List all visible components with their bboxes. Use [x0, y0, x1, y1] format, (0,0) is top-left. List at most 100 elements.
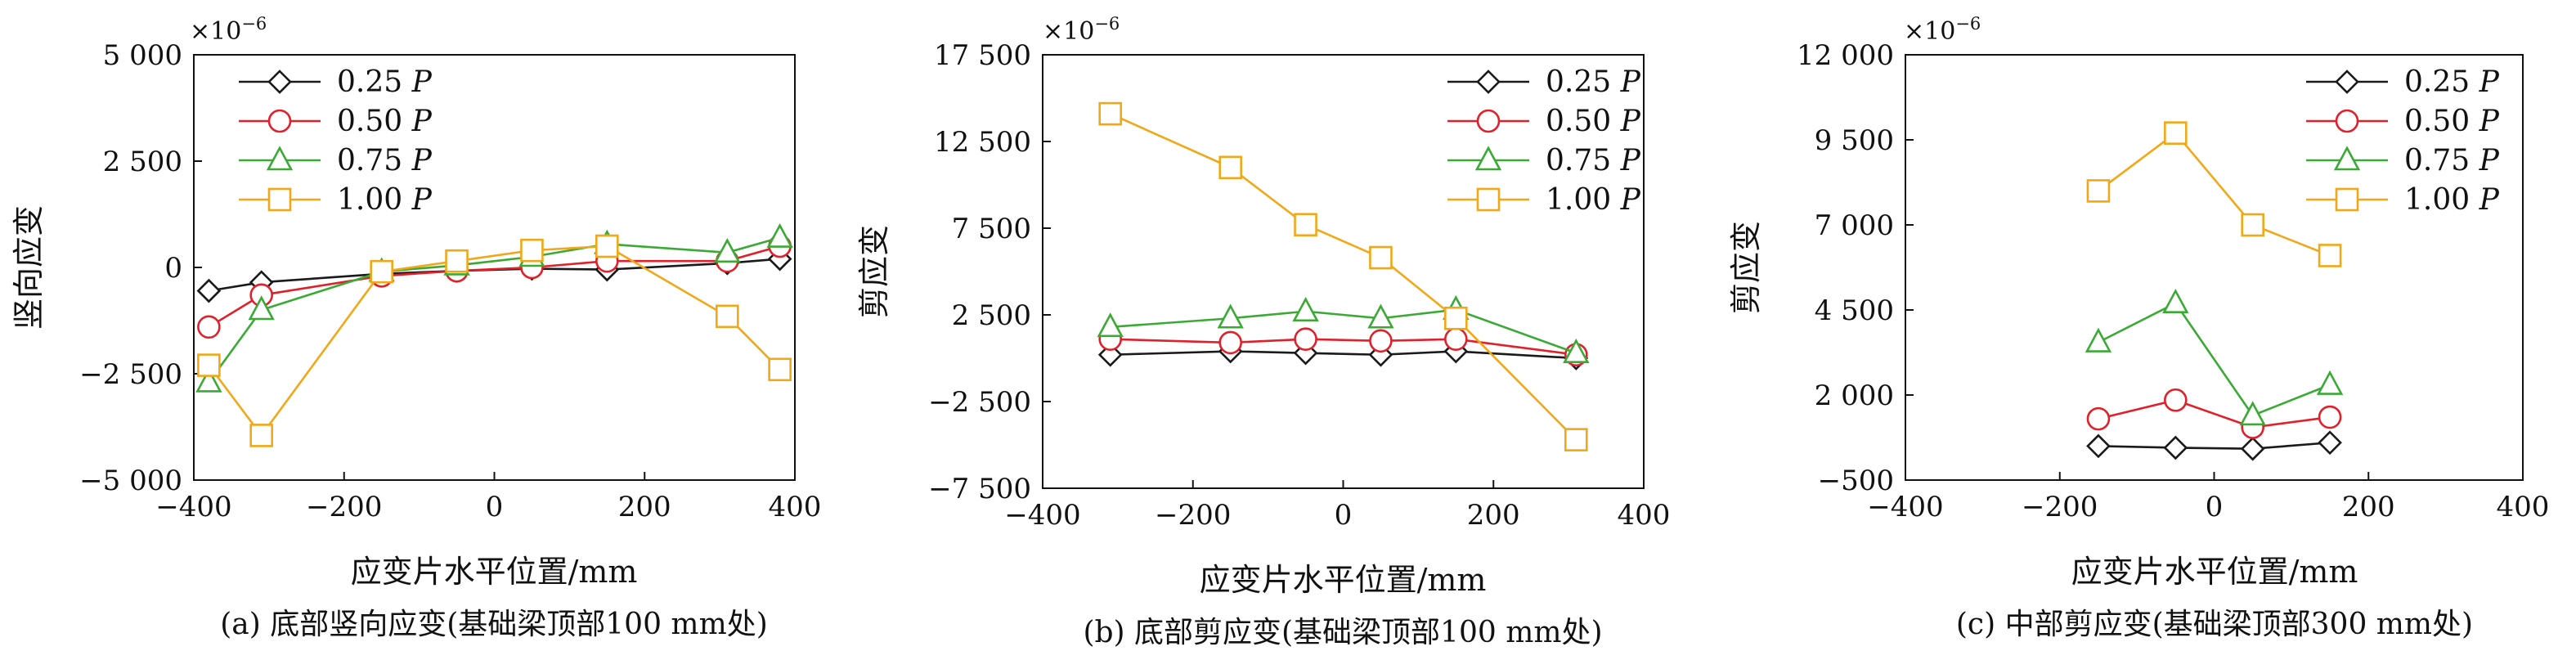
- y-tick-label: 5 000: [103, 39, 182, 72]
- series-line-0.50: [1110, 338, 1577, 357]
- data-point-1.00: [1369, 245, 1393, 270]
- legend-label: 0.75 P: [2404, 144, 2500, 177]
- data-point-0.50: [1218, 330, 1242, 355]
- x-tick-label: 200: [618, 491, 671, 523]
- x-tick-label: 200: [2342, 491, 2395, 523]
- series-group: [1097, 101, 1590, 451]
- legend-marker: [267, 109, 292, 133]
- data-point-0.50: [197, 315, 221, 339]
- y-tick-label: 12 000: [1797, 39, 1894, 72]
- panel-a: ×10−6 竖向应变 应变片水平位置/mm (a) 底部竖向应变(基础梁顶部10…: [11, 14, 821, 641]
- legend: 0.25 P 0.50 P 0.75 P 1.00 P: [1447, 65, 1641, 217]
- x-tick-label: 400: [2497, 491, 2550, 523]
- data-point-0.50: [1444, 327, 1468, 351]
- series-line-1.00: [208, 245, 781, 438]
- data-point-1.00: [1294, 213, 1317, 237]
- data-point-0.75: [1367, 303, 1394, 329]
- data-point-1.00: [2164, 121, 2188, 145]
- data-point-0.75: [195, 367, 222, 393]
- legend-label: 0.75 P: [1546, 144, 1641, 177]
- data-point-1.00: [2318, 244, 2342, 267]
- y-tick-label: 12 500: [934, 126, 1031, 159]
- series-group: [2085, 121, 2344, 461]
- data-point-0.25: [2318, 430, 2342, 456]
- legend-marker: [2335, 109, 2359, 133]
- legend-label: 0.25 P: [1546, 65, 1641, 99]
- y-multiplier: ×10−6: [1904, 14, 1981, 46]
- series-line-1.00: [1110, 112, 1577, 441]
- y-tick-label: 9 500: [1815, 124, 1894, 157]
- legend-label: 1.00 P: [2404, 183, 2500, 217]
- x-tick-label: 0: [2206, 491, 2224, 523]
- legend-marker: [267, 70, 292, 94]
- data-point-0.75: [1097, 312, 1124, 338]
- panel-caption: (c) 中部剪应变(基础梁顶部300 mm处): [1956, 608, 2473, 641]
- y-tick-label: −2 500: [928, 386, 1031, 419]
- legend-marker: [1474, 146, 1502, 171]
- ticks: −400 −200 0 200 400 −500 2 000 4 500 7 000 9 500 1…: [1797, 39, 2549, 523]
- legend-label: 1.00 P: [1546, 183, 1641, 217]
- data-point-1.00: [768, 357, 792, 382]
- data-point-1.00: [1218, 155, 1242, 180]
- y-tick-label: 2 500: [103, 146, 182, 178]
- data-point-0.50: [2086, 406, 2111, 431]
- data-point-0.25: [2240, 436, 2265, 461]
- legend-marker: [2335, 187, 2359, 212]
- data-point-0.75: [248, 295, 275, 321]
- data-point-0.75: [2162, 288, 2189, 313]
- legend-label: 0.25 P: [337, 65, 433, 99]
- y-multiplier: ×10−6: [190, 14, 267, 46]
- data-point-0.50: [1369, 329, 1393, 353]
- x-tick-label: 0: [486, 491, 504, 523]
- panel-c: ×10−6 剪应变 应变片水平位置/mm (c) 中部剪应变(基础梁顶部300 …: [1728, 14, 2549, 641]
- x-tick-label: 200: [1467, 499, 1520, 532]
- y-tick-label: −500: [1818, 465, 1894, 497]
- legend-label: 0.50 P: [2404, 105, 2500, 138]
- x-tick-label: −400: [155, 491, 231, 523]
- x-axis-label: 应变片水平位置/mm: [2071, 554, 2358, 590]
- legend-marker: [2335, 70, 2359, 94]
- legend-marker: [2333, 146, 2361, 171]
- data-point-0.50: [1294, 327, 1317, 351]
- x-tick-label: 400: [1618, 499, 1671, 532]
- y-multiplier: ×10−6: [1043, 14, 1120, 46]
- panel-caption: (b) 底部剪应变(基础梁顶部100 mm处): [1083, 616, 1602, 649]
- data-point-1.00: [1564, 428, 1588, 451]
- legend-label: 0.75 P: [337, 144, 433, 177]
- x-tick-label: −400: [1867, 491, 1943, 523]
- series-line-0.25: [1110, 350, 1577, 360]
- y-axis-label: 竖向应变: [11, 205, 47, 330]
- y-tick-label: −7 500: [928, 473, 1031, 505]
- x-tick-label: 400: [769, 491, 822, 523]
- series-line-0.75: [1110, 308, 1577, 354]
- data-point-0.25: [196, 278, 222, 303]
- data-point-1.00: [520, 238, 544, 263]
- x-axis-label: 应变片水平位置/mm: [1200, 562, 1487, 598]
- y-tick-label: 2 000: [1815, 379, 1894, 412]
- data-point-1.00: [1098, 101, 1122, 126]
- data-point-0.75: [2085, 327, 2112, 352]
- ticks: −400 −200 0 200 400 −7 500 −2 500 2 500 7 500 12 …: [928, 39, 1670, 532]
- y-tick-label: 0: [164, 252, 182, 285]
- data-point-1.00: [595, 234, 619, 258]
- series-line-0.25: [209, 258, 780, 292]
- ticks: −400 −200 0 200 400 −5 000 −2 500 0 2 500 5 000: [79, 39, 821, 523]
- x-tick-label: 0: [1335, 499, 1353, 532]
- legend-marker: [1476, 109, 1501, 133]
- series-line-0.50: [2098, 398, 2331, 429]
- data-point-1.00: [370, 259, 393, 284]
- legend: 0.25 P 0.50 P 0.75 P 1.00 P: [2306, 65, 2500, 217]
- x-tick-label: −200: [2022, 491, 2098, 523]
- x-axis-label: 应变片水平位置/mm: [351, 554, 638, 590]
- y-tick-label: −2 500: [79, 358, 182, 391]
- series-group: [195, 222, 793, 447]
- y-tick-label: 17 500: [934, 39, 1031, 72]
- y-tick-label: 7 500: [952, 213, 1031, 245]
- series-line-0.75: [2098, 302, 2331, 417]
- series-line-0.25: [2098, 441, 2331, 451]
- y-tick-label: −5 000: [79, 465, 182, 497]
- legend-label: 1.00 P: [337, 183, 433, 217]
- y-tick-label: 4 500: [1815, 294, 1894, 327]
- data-point-1.00: [445, 249, 469, 273]
